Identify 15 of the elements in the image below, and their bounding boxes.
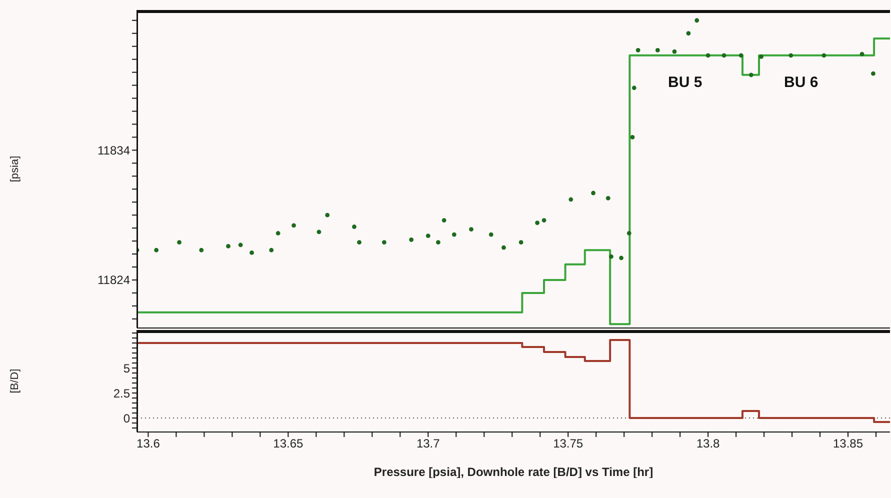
x-tick-label: 13.65 bbox=[273, 436, 304, 451]
y-tick-label: 2.5 bbox=[113, 386, 130, 400]
x-tick-label: 13.7 bbox=[416, 436, 440, 451]
x-tick-label: 13.8 bbox=[696, 436, 720, 451]
y-tick-label: 5 bbox=[123, 361, 130, 376]
x-tick-label: 13.75 bbox=[553, 436, 584, 451]
y-tick-label: 11824 bbox=[98, 273, 130, 288]
y-tick-label: 11834 bbox=[98, 143, 130, 158]
annotation: BU 5 bbox=[668, 74, 702, 91]
x-tick-label: 13.6 bbox=[136, 436, 160, 451]
y-axis-title: [B/D] bbox=[8, 368, 21, 394]
x-tick-label: 13.85 bbox=[832, 436, 864, 451]
y-tick-label: 0 bbox=[123, 411, 130, 426]
y-axis-title: [psia] bbox=[8, 156, 21, 182]
annotation: BU 6 bbox=[784, 74, 818, 91]
